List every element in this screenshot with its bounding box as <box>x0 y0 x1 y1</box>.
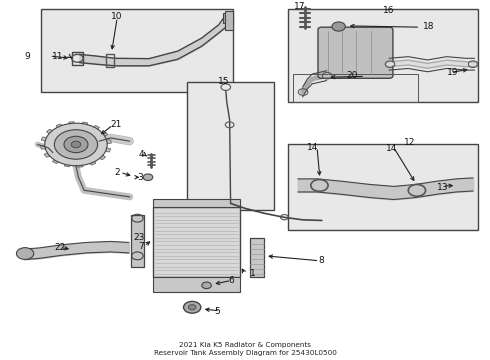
Polygon shape <box>90 125 99 132</box>
Polygon shape <box>98 132 108 138</box>
Text: 10: 10 <box>111 12 122 21</box>
Text: 4: 4 <box>138 150 144 159</box>
Text: 13: 13 <box>437 183 448 192</box>
Text: 15: 15 <box>218 77 229 86</box>
Bar <box>106 54 114 67</box>
Text: 3: 3 <box>137 173 143 182</box>
Circle shape <box>45 123 107 166</box>
Circle shape <box>188 305 196 310</box>
Polygon shape <box>102 147 111 152</box>
Text: 17: 17 <box>294 3 305 12</box>
Circle shape <box>71 141 81 148</box>
Polygon shape <box>41 137 50 142</box>
Bar <box>288 144 478 230</box>
Circle shape <box>184 301 201 313</box>
Bar <box>293 74 418 102</box>
Text: 11: 11 <box>52 51 64 60</box>
Bar <box>153 198 240 207</box>
Polygon shape <box>41 144 49 149</box>
Text: 14: 14 <box>386 144 397 153</box>
Polygon shape <box>80 122 88 128</box>
Circle shape <box>17 248 34 260</box>
Text: 20: 20 <box>347 71 358 80</box>
Text: 16: 16 <box>383 6 395 15</box>
Polygon shape <box>52 157 62 163</box>
Text: 18: 18 <box>423 22 434 31</box>
Bar <box>72 52 83 64</box>
Bar <box>187 82 274 210</box>
Text: 7: 7 <box>138 242 144 251</box>
Text: 6: 6 <box>228 276 234 285</box>
Bar <box>131 215 144 267</box>
Text: 1: 1 <box>250 269 256 278</box>
Text: 9: 9 <box>24 51 30 60</box>
Bar <box>250 238 264 277</box>
Text: 14: 14 <box>306 143 318 152</box>
Circle shape <box>64 136 88 153</box>
Text: 21: 21 <box>111 120 122 129</box>
Circle shape <box>202 282 211 289</box>
Text: 23: 23 <box>134 233 145 242</box>
Polygon shape <box>103 140 111 144</box>
Bar <box>41 9 233 92</box>
Text: 22: 22 <box>54 243 66 252</box>
Polygon shape <box>47 129 56 135</box>
Polygon shape <box>69 122 76 127</box>
Text: 5: 5 <box>214 307 220 316</box>
Text: 12: 12 <box>404 138 416 147</box>
Polygon shape <box>223 13 233 23</box>
Bar <box>153 277 240 292</box>
Bar <box>153 207 240 277</box>
Text: 8: 8 <box>318 256 324 265</box>
Polygon shape <box>64 161 72 167</box>
Text: 2: 2 <box>114 168 120 177</box>
Bar <box>288 9 478 102</box>
Circle shape <box>54 130 98 159</box>
FancyBboxPatch shape <box>318 27 393 78</box>
Polygon shape <box>56 124 65 130</box>
Bar <box>225 12 233 31</box>
Polygon shape <box>96 154 105 159</box>
Circle shape <box>143 174 153 180</box>
Text: 19: 19 <box>447 68 458 77</box>
Polygon shape <box>87 159 96 165</box>
Text: 2021 Kia K5 Radiator & Components
Reservoir Tank Assembly Diagram for 25430L0500: 2021 Kia K5 Radiator & Components Reserv… <box>153 342 337 356</box>
Polygon shape <box>76 162 83 167</box>
Polygon shape <box>44 152 53 157</box>
Circle shape <box>332 22 345 31</box>
